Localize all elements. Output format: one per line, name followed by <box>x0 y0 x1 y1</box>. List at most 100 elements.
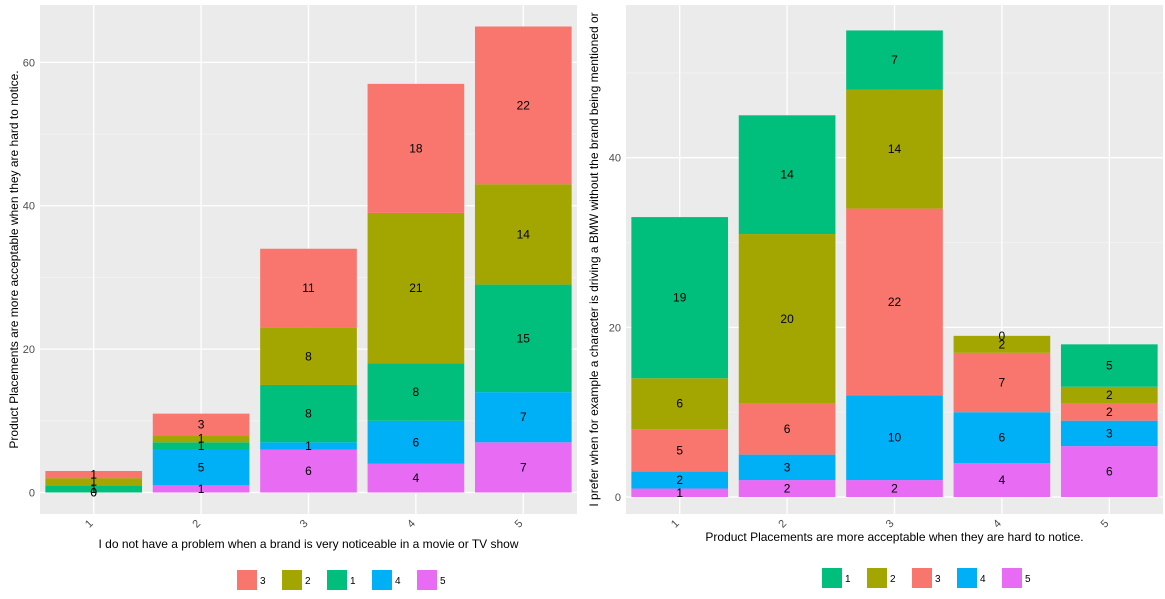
y-tick-label: 20 <box>609 322 621 334</box>
x-tick-label: 5 <box>513 518 526 531</box>
bar-segment-series-1 <box>152 442 250 450</box>
y-axis-title: I prefer when for example a character is… <box>587 12 601 506</box>
legend-label: 5 <box>440 576 446 587</box>
bar-segment-series-5 <box>846 480 943 498</box>
value-label: 1 <box>90 482 97 496</box>
value-label: 6 <box>305 464 312 478</box>
value-label: 2 <box>891 482 898 496</box>
x-tick-label: 1 <box>83 518 96 531</box>
bar-segment-series-4 <box>260 442 357 450</box>
bar-segment-series-3 <box>631 429 729 472</box>
bar-segment-series-5 <box>474 442 572 493</box>
bar-segment-series-5 <box>260 449 357 493</box>
value-label: 6 <box>413 435 420 449</box>
value-label: 3 <box>1106 426 1113 440</box>
bar-segment-series-1 <box>367 363 465 421</box>
x-tick-label: 4 <box>405 518 418 531</box>
bar-segment-series-3 <box>260 248 357 328</box>
value-label: 5 <box>198 460 205 474</box>
value-label: 7 <box>520 410 527 424</box>
legend-swatch-2 <box>282 570 302 590</box>
value-label: 11 <box>302 281 315 295</box>
legend-swatch-5 <box>417 570 437 590</box>
bar-segment-series-5 <box>152 485 250 493</box>
value-label: 1 <box>90 475 97 489</box>
bar-segment-series-2 <box>846 89 943 209</box>
bar-segment-series-3 <box>45 470 143 479</box>
value-label: 1 <box>198 482 205 496</box>
bar-segment-series-4 <box>152 449 250 486</box>
y-tick-label: 40 <box>23 201 35 213</box>
legend-label: 1 <box>350 576 356 587</box>
value-label: 3 <box>784 460 791 474</box>
bar-segment-series-2 <box>953 335 1051 353</box>
value-label: 6 <box>784 422 791 436</box>
legend: 1 2 3 4 5 <box>822 568 1031 588</box>
value-label: 5 <box>1106 359 1113 373</box>
bar-segment-series-1 <box>846 30 943 90</box>
bar-segment-series-5 <box>631 488 729 498</box>
bar-segment-series-2 <box>45 478 143 486</box>
value-label: 7 <box>520 460 527 474</box>
bar-segment-series-2 <box>367 212 465 364</box>
value-label: 1 <box>676 486 683 500</box>
legend-label: 3 <box>260 576 266 587</box>
bar-segment-series-4 <box>631 471 729 489</box>
legend-label: 1 <box>845 574 851 585</box>
value-label: 18 <box>409 141 423 155</box>
value-label: 10 <box>888 431 902 445</box>
value-label: 15 <box>517 331 531 345</box>
x-tick-label: 3 <box>884 518 897 531</box>
value-label: 8 <box>305 407 312 421</box>
legend-swatch-1 <box>327 570 347 590</box>
x-tick-label: 2 <box>190 518 203 531</box>
y-axis-title: Product Placements are more acceptable w… <box>7 70 21 448</box>
y-tick-label: 40 <box>609 153 621 165</box>
value-label: 0 <box>90 485 97 499</box>
bar-segment-series-2 <box>260 327 357 385</box>
value-label: 2 <box>1106 388 1113 402</box>
legend-label: 2 <box>305 576 311 587</box>
bar-segment-series-3 <box>953 352 1051 413</box>
value-label: 6 <box>676 397 683 411</box>
bar-segment-series-5 <box>1060 446 1158 498</box>
bar-segment-series-2 <box>738 234 836 404</box>
x-axis-title: Product Placements are more acceptable w… <box>705 530 1083 544</box>
value-label: 2 <box>676 473 683 487</box>
value-label: 4 <box>413 471 420 485</box>
bar-segment-series-1 <box>474 284 572 393</box>
value-label: 14 <box>517 227 531 241</box>
x-tick-label: 4 <box>991 518 1004 531</box>
value-label: 14 <box>888 142 902 156</box>
legend-swatch-4 <box>372 570 392 590</box>
value-label: 19 <box>673 291 687 305</box>
value-label: 1 <box>198 432 205 446</box>
legend-label: 4 <box>980 574 986 585</box>
bar-segment-series-5 <box>953 463 1051 498</box>
value-label: 7 <box>999 376 1006 390</box>
bar-segment-series-1 <box>45 485 143 493</box>
legend-label: 4 <box>395 576 401 587</box>
legend-swatch-4 <box>957 568 977 588</box>
x-tick-label: 2 <box>776 518 789 531</box>
value-label: 7 <box>891 53 898 67</box>
value-label: 5 <box>676 443 683 457</box>
legend-swatch-2 <box>867 568 887 588</box>
bar-segment-series-1 <box>1060 344 1158 387</box>
x-tick-label: 1 <box>669 518 682 531</box>
x-axis-title: I do not have a problem when a brand is … <box>98 537 518 551</box>
bar-segment-series-2 <box>1060 386 1158 404</box>
bar-segment-series-3 <box>1060 403 1158 421</box>
legend-label: 5 <box>1025 574 1031 585</box>
value-label: 8 <box>305 349 312 363</box>
value-label: 2 <box>1106 405 1113 419</box>
legend-swatch-3 <box>912 568 932 588</box>
value-label: 22 <box>888 295 902 309</box>
value-label: 8 <box>413 385 420 399</box>
bar-segment-series-4 <box>474 392 572 443</box>
bar-segment-series-5 <box>738 480 836 498</box>
value-label: 1 <box>198 439 205 453</box>
legend-label: 2 <box>890 574 896 585</box>
x-tick-label: 3 <box>298 518 311 531</box>
